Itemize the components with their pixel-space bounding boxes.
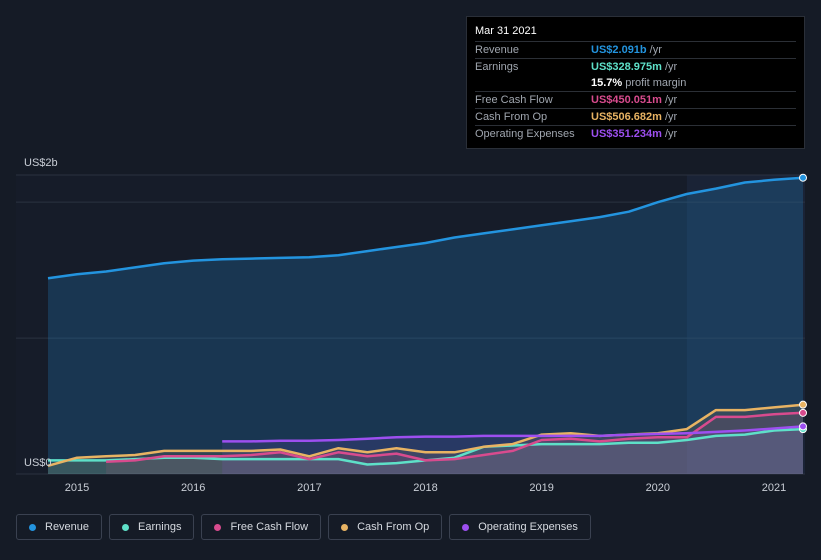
- tooltip-row-label: Operating Expenses: [475, 128, 575, 140]
- tooltip-row-margin: 15.7% profit margin: [475, 75, 796, 91]
- series-end-point-cash-from-op: [799, 400, 807, 409]
- tooltip-row-cash-from-op: Cash From Op US$506.682m /yr: [475, 108, 796, 125]
- tooltip-row-unit: /yr: [664, 128, 678, 140]
- tooltip-row-earnings: Earnings US$328.975m /yr: [475, 58, 796, 75]
- legend-toggle-cash-from-op[interactable]: Cash From Op: [328, 514, 443, 540]
- series-area-revenue: [48, 177, 803, 474]
- series-line-operating-expenses: [222, 425, 804, 443]
- x-tick-label: 2015: [65, 482, 89, 494]
- plot-background: [16, 175, 805, 474]
- series-end-point-operating-expenses: [799, 422, 807, 431]
- x-tick-label: 2019: [529, 482, 553, 494]
- legend-label: Revenue: [45, 521, 90, 533]
- x-tick-label: 2021: [762, 482, 786, 494]
- x-tick-label: 2017: [297, 482, 321, 494]
- profit-margin-value: 15.7%: [591, 77, 623, 89]
- series-area-earnings: [48, 429, 803, 474]
- y-tick-label: US$0: [24, 457, 52, 469]
- legend-toggle-earnings[interactable]: Earnings: [109, 514, 195, 540]
- tooltip-row-free-cash-flow: Free Cash Flow US$450.051m /yr: [475, 91, 796, 108]
- y-tick-label: US$2b: [24, 157, 58, 169]
- x-tick-label: 2020: [646, 482, 670, 494]
- legend-label: Cash From Op: [357, 521, 430, 533]
- legend-toggle-revenue[interactable]: Revenue: [16, 514, 103, 540]
- legend-dot-icon: [29, 523, 36, 531]
- legend-dot-icon: [214, 523, 222, 531]
- legend-label: Operating Expenses: [478, 521, 578, 533]
- tooltip-row-unit: /yr: [664, 111, 678, 123]
- tooltip-row-unit: /yr: [649, 44, 662, 56]
- tooltip-row-value: US$351.234m: [591, 128, 662, 140]
- series-line-cash-from-op: [47, 403, 804, 468]
- tooltip-row-unit: /yr: [664, 94, 678, 106]
- legend-toggle-operating-expenses[interactable]: Operating Expenses: [449, 514, 591, 540]
- series-end-point-free-cash-flow: [799, 408, 807, 417]
- legend-label: Earnings: [138, 521, 182, 533]
- tooltip-row-operating-expenses: Operating Expenses US$351.234m /yr: [475, 125, 796, 142]
- series-line-free-cash-flow: [106, 411, 804, 464]
- profit-margin-label: profit margin: [625, 77, 687, 89]
- data-tooltip: Mar 31 2021 Revenue US$2.091b /yr Earnin…: [466, 16, 805, 149]
- x-tick-label: 2016: [181, 482, 205, 494]
- tooltip-row-unit: /yr: [664, 61, 678, 73]
- series-line-revenue: [47, 176, 804, 280]
- legend-dot-icon: [122, 523, 130, 531]
- tooltip-row-label: Revenue: [475, 44, 520, 56]
- tooltip-row-value: US$450.051m: [591, 94, 662, 106]
- tooltip-date: Mar 31 2021: [475, 25, 537, 37]
- chart-legend: Revenue Earnings Free Cash Flow Cash Fro…: [16, 514, 591, 540]
- legend-dot-icon: [341, 523, 349, 531]
- tooltip-row-value: US$506.682m: [591, 111, 662, 123]
- legend-toggle-free-cash-flow[interactable]: Free Cash Flow: [201, 514, 322, 540]
- tooltip-row-value: US$2.091b: [591, 44, 647, 56]
- legend-label: Free Cash Flow: [230, 521, 309, 533]
- tooltip-row-revenue: Revenue US$2.091b /yr: [475, 41, 796, 58]
- tooltip-row-label: Earnings: [475, 61, 519, 73]
- legend-dot-icon: [462, 523, 470, 531]
- tooltip-row-value: US$328.975m: [591, 61, 662, 73]
- tooltip-row-label: Cash From Op: [475, 111, 548, 123]
- series-end-point-revenue: [799, 173, 807, 182]
- x-tick-label: 2018: [413, 482, 437, 494]
- tooltip-row-label: Free Cash Flow: [475, 94, 553, 106]
